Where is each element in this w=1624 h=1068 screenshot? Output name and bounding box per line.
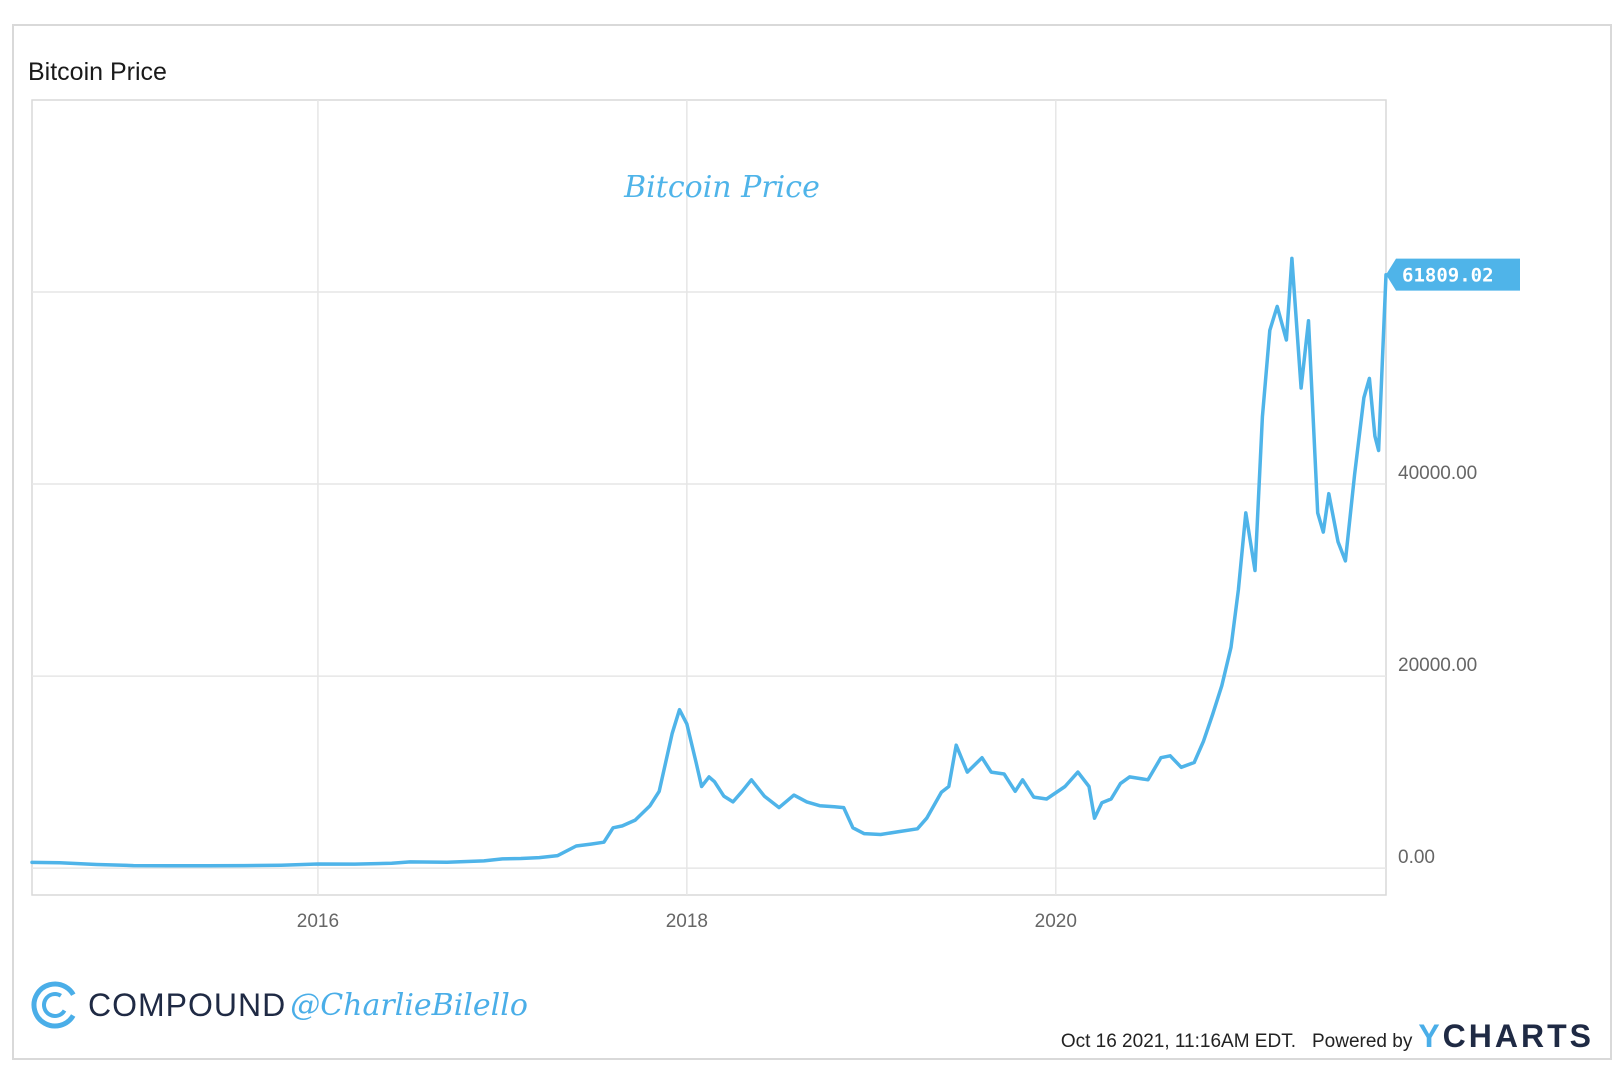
price-line bbox=[30, 256, 1388, 868]
compound-logo-icon bbox=[31, 981, 79, 1029]
y-tick-label: 40000.00 bbox=[1398, 463, 1477, 484]
timestamp: Oct 16 2021, 11:16AM EDT. bbox=[1060, 1031, 1296, 1052]
x-tick-label: 2020 bbox=[1035, 911, 1077, 932]
y-tick-label: 20000.00 bbox=[1398, 655, 1477, 676]
plot-area bbox=[31, 99, 1387, 896]
series-layer bbox=[30, 256, 1388, 868]
grid-layer bbox=[31, 99, 1387, 896]
chart-title: Bitcoin Price bbox=[28, 58, 167, 86]
chart-frame bbox=[12, 24, 1612, 1060]
last-value-text: 61809.02 bbox=[1402, 265, 1494, 287]
y-tick-label: 0.00 bbox=[1398, 847, 1435, 868]
last-value-badge: 61809.02 bbox=[1386, 258, 1520, 291]
chart-watermark: Bitcoin Price bbox=[623, 170, 820, 205]
footer-attribution: Oct 16 2021, 11:16AM EDT. Powered by YCH… bbox=[1061, 1018, 1594, 1055]
ycharts-logo[interactable]: YCHARTS bbox=[1418, 1018, 1594, 1054]
x-tick-labels: 2016 2018 2020 bbox=[297, 911, 1077, 932]
x-tick-label: 2018 bbox=[666, 911, 708, 932]
y-tick-labels: 0.00 20000.00 40000.00 bbox=[1398, 463, 1477, 868]
x-tick-label: 2016 bbox=[297, 911, 339, 932]
powered-by-text: Powered by bbox=[1311, 1031, 1413, 1052]
brand-block: COMPOUND @CharlieBilello bbox=[30, 980, 528, 1030]
brand-name: COMPOUND bbox=[88, 986, 287, 1023]
brand-handle: @CharlieBilello bbox=[290, 987, 528, 1023]
